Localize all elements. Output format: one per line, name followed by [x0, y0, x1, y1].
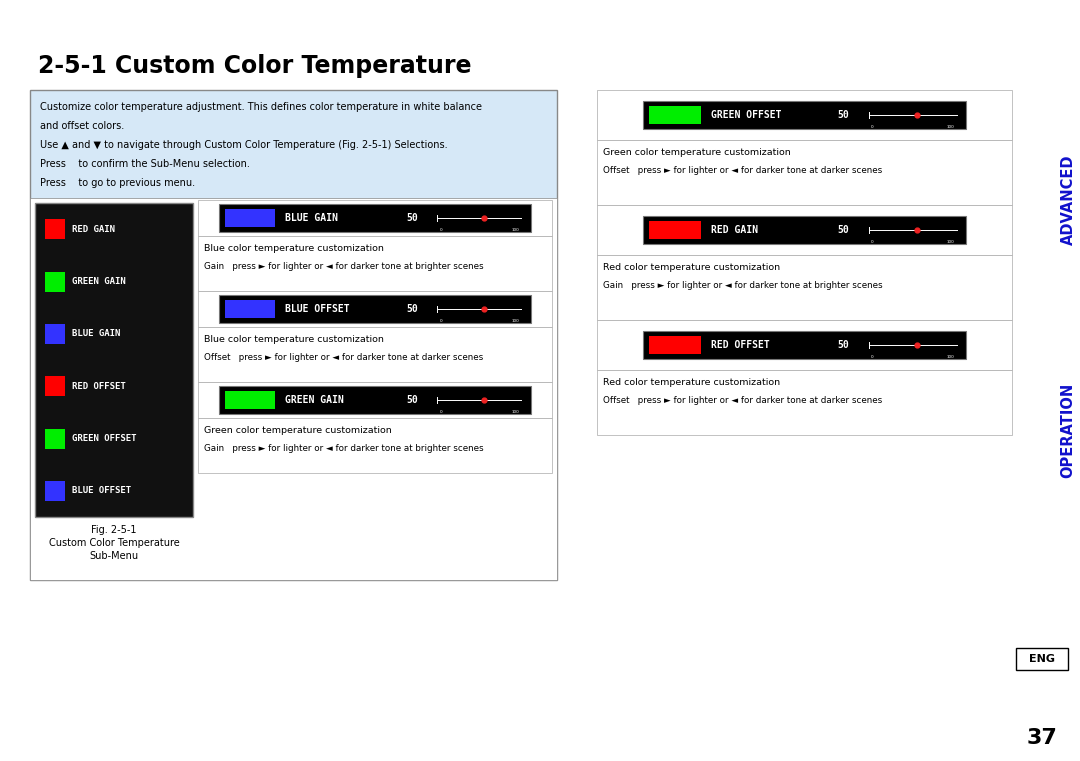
- Text: GREEN OFFSET: GREEN OFFSET: [711, 110, 781, 120]
- Bar: [219, 386, 530, 414]
- Bar: [226, 391, 275, 409]
- Bar: [643, 331, 967, 359]
- Bar: [649, 107, 701, 124]
- Bar: [45, 428, 65, 448]
- Bar: [643, 101, 967, 129]
- Text: ENG: ENG: [1029, 654, 1055, 664]
- Text: GREEN GAIN: GREEN GAIN: [285, 395, 343, 405]
- Text: RED GAIN: RED GAIN: [711, 225, 758, 235]
- Text: GREEN OFFSET: GREEN OFFSET: [72, 434, 136, 443]
- Bar: [226, 209, 275, 227]
- Text: 0: 0: [440, 410, 442, 414]
- Text: 50: 50: [406, 213, 418, 223]
- Text: 2-5-1 Custom Color Temperature: 2-5-1 Custom Color Temperature: [38, 54, 472, 78]
- Bar: [45, 481, 65, 501]
- Bar: [198, 327, 552, 382]
- Text: 0: 0: [440, 228, 442, 232]
- Text: and offset colors.: and offset colors.: [40, 121, 124, 131]
- Text: 100: 100: [512, 410, 519, 414]
- Text: 100: 100: [947, 355, 955, 358]
- Text: Offset   press ► for lighter or ◄ for darker tone at darker scenes: Offset press ► for lighter or ◄ for dark…: [603, 396, 882, 405]
- Text: 100: 100: [512, 319, 519, 323]
- Text: BLUE GAIN: BLUE GAIN: [285, 213, 338, 223]
- Text: Offset   press ► for lighter or ◄ for darker tone at darker scenes: Offset press ► for lighter or ◄ for dark…: [603, 166, 882, 175]
- Text: BLUE OFFSET: BLUE OFFSET: [285, 304, 349, 314]
- Bar: [35, 203, 193, 517]
- Text: Custom Color Temperature: Custom Color Temperature: [49, 538, 179, 548]
- Bar: [198, 382, 552, 418]
- Text: BLUE GAIN: BLUE GAIN: [72, 330, 120, 339]
- Bar: [45, 272, 65, 291]
- Bar: [30, 198, 557, 580]
- Text: 50: 50: [837, 225, 849, 235]
- Text: Green color temperature customization: Green color temperature customization: [204, 426, 392, 435]
- Bar: [597, 140, 1012, 205]
- Text: Blue color temperature customization: Blue color temperature customization: [204, 244, 383, 253]
- Text: 37: 37: [1027, 728, 1057, 748]
- Text: OPERATION: OPERATION: [1061, 382, 1076, 478]
- Text: Green color temperature customization: Green color temperature customization: [603, 148, 791, 157]
- Bar: [45, 219, 65, 239]
- Text: 100: 100: [947, 125, 955, 129]
- Bar: [45, 324, 65, 344]
- Bar: [597, 90, 1012, 140]
- Text: Red color temperature customization: Red color temperature customization: [603, 263, 780, 272]
- Text: 50: 50: [837, 110, 849, 120]
- Bar: [226, 301, 275, 317]
- Bar: [597, 255, 1012, 320]
- Text: Red color temperature customization: Red color temperature customization: [603, 378, 780, 387]
- Bar: [198, 291, 552, 327]
- Bar: [30, 90, 557, 580]
- Bar: [649, 336, 701, 354]
- Text: 0: 0: [872, 355, 874, 358]
- Bar: [198, 418, 552, 473]
- Text: 50: 50: [837, 340, 849, 350]
- Text: Gain   press ► for lighter or ◄ for darker tone at brighter scenes: Gain press ► for lighter or ◄ for darker…: [603, 281, 882, 290]
- Text: 100: 100: [512, 228, 519, 232]
- Text: BLUE OFFSET: BLUE OFFSET: [72, 486, 131, 495]
- Text: Blue color temperature customization: Blue color temperature customization: [204, 335, 383, 344]
- Text: Press    to go to previous menu.: Press to go to previous menu.: [40, 178, 195, 188]
- Text: Gain   press ► for lighter or ◄ for darker tone at brighter scenes: Gain press ► for lighter or ◄ for darker…: [204, 262, 484, 271]
- Text: Gain   press ► for lighter or ◄ for darker tone at brighter scenes: Gain press ► for lighter or ◄ for darker…: [204, 444, 484, 453]
- Text: Press    to confirm the Sub-Menu selection.: Press to confirm the Sub-Menu selection.: [40, 159, 249, 169]
- Bar: [643, 216, 967, 244]
- Bar: [1016, 648, 1068, 670]
- Text: Use ▲ and ▼ to navigate through Custom Color Temperature (Fig. 2-5-1) Selections: Use ▲ and ▼ to navigate through Custom C…: [40, 140, 447, 150]
- Text: 50: 50: [406, 304, 418, 314]
- Bar: [597, 370, 1012, 435]
- Bar: [45, 376, 65, 396]
- Bar: [597, 205, 1012, 255]
- Text: RED OFFSET: RED OFFSET: [72, 382, 125, 390]
- Text: GREEN GAIN: GREEN GAIN: [72, 277, 125, 286]
- Text: Customize color temperature adjustment. This defines color temperature in white : Customize color temperature adjustment. …: [40, 102, 482, 112]
- Bar: [198, 236, 552, 291]
- Text: Sub-Menu: Sub-Menu: [90, 551, 138, 561]
- Bar: [219, 204, 530, 232]
- Text: 50: 50: [406, 395, 418, 405]
- Bar: [649, 221, 701, 239]
- Bar: [597, 320, 1012, 370]
- Bar: [198, 200, 552, 236]
- Text: ADVANCED: ADVANCED: [1061, 154, 1076, 245]
- Text: 0: 0: [872, 125, 874, 129]
- Text: 0: 0: [872, 240, 874, 244]
- Text: RED OFFSET: RED OFFSET: [711, 340, 769, 350]
- Bar: [219, 295, 530, 323]
- Text: 0: 0: [440, 319, 442, 323]
- Text: Fig. 2-5-1: Fig. 2-5-1: [91, 525, 137, 535]
- Text: 100: 100: [947, 240, 955, 244]
- Text: RED GAIN: RED GAIN: [72, 224, 114, 234]
- Text: Offset   press ► for lighter or ◄ for darker tone at darker scenes: Offset press ► for lighter or ◄ for dark…: [204, 353, 483, 362]
